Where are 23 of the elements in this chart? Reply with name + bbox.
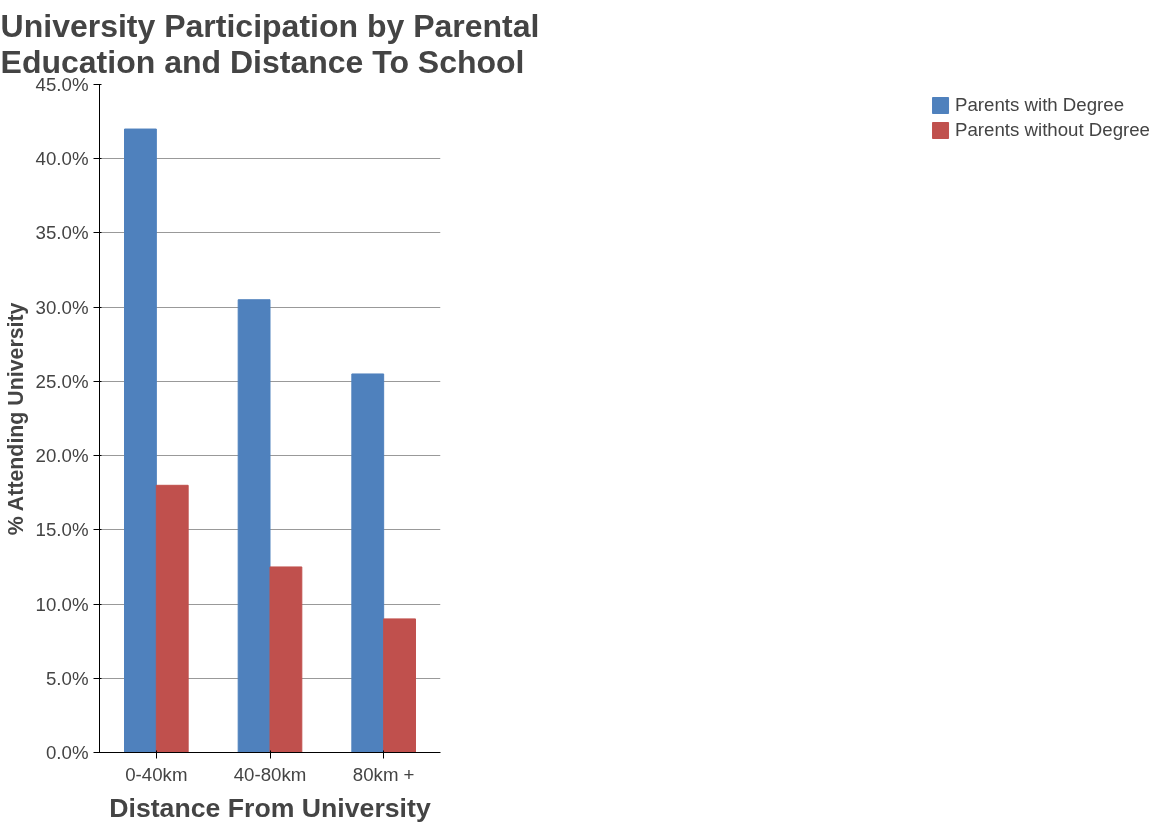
y-tick-label: 40.0% <box>35 148 89 170</box>
x-tick-label: 40-80km <box>233 763 307 785</box>
x-tick-label: 80km + <box>352 763 415 785</box>
bar <box>383 618 416 753</box>
x-axis-title: Distance From University <box>109 792 431 823</box>
bar <box>124 128 157 753</box>
y-tick-label: 45.0% <box>35 74 89 95</box>
y-tick-label: 0.0% <box>45 742 89 763</box>
bar <box>351 373 385 753</box>
legend-label: Parents with Degree <box>955 94 1125 116</box>
y-tick-label: 15.0% <box>35 519 89 541</box>
legend-label: Parents without Degree <box>955 119 1150 141</box>
y-axis-title: % Attending University <box>3 302 28 536</box>
y-tick-label: 35.0% <box>35 222 89 244</box>
x-tick-label: 0-40km <box>125 763 188 785</box>
bar <box>269 566 303 753</box>
bar <box>237 299 271 753</box>
y-tick-label: 10.0% <box>35 593 89 615</box>
y-tick-label: 25.0% <box>35 370 89 392</box>
bar <box>155 484 189 753</box>
y-tick-label: 30.0% <box>35 296 89 318</box>
y-tick-label: 20.0% <box>35 445 89 467</box>
y-tick-label: 5.0% <box>45 667 89 689</box>
